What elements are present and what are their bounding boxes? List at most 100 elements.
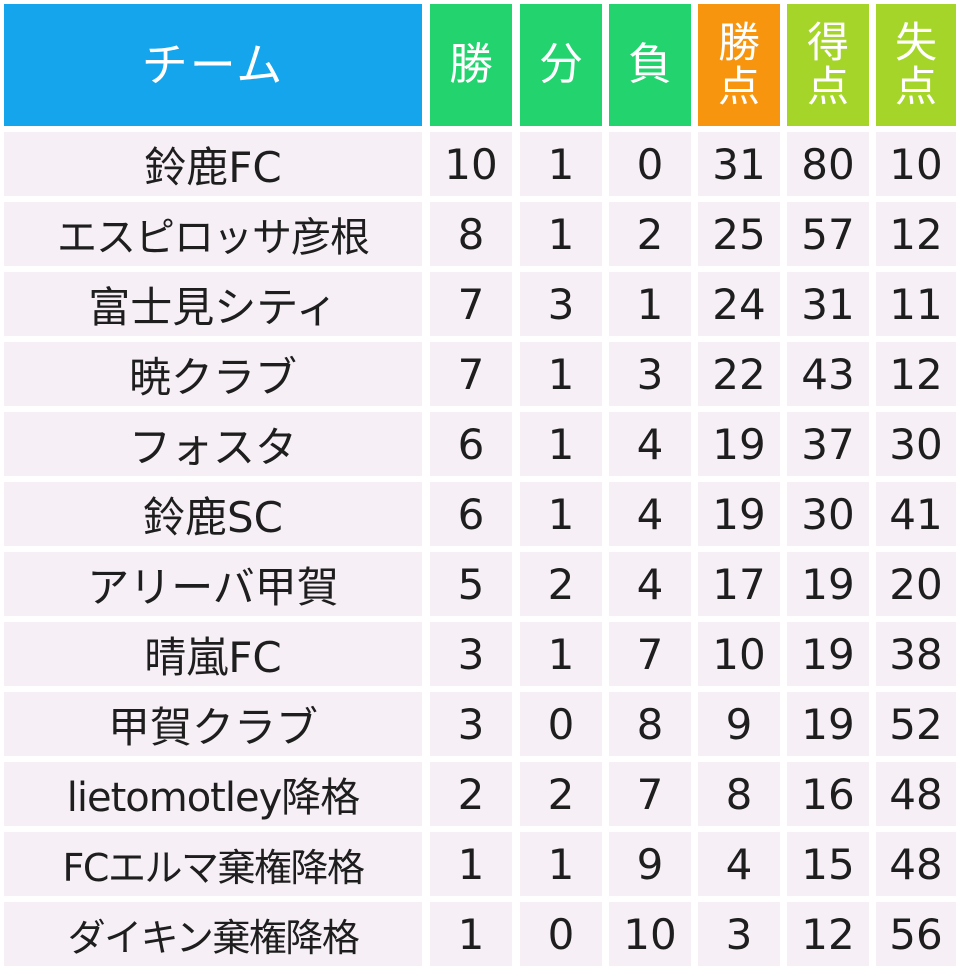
losses-cell: 4 bbox=[609, 552, 691, 616]
header-team-label: チーム bbox=[141, 37, 285, 92]
draws-cell: 2 bbox=[520, 762, 602, 826]
wins-cell: 2 bbox=[430, 762, 512, 826]
goals-against-cell: 48 bbox=[876, 762, 956, 826]
header-draws: 分 bbox=[520, 4, 602, 126]
header-points-line1: 勝 bbox=[717, 17, 760, 67]
goals-against-cell: 38 bbox=[876, 622, 956, 686]
goals-for-cell: 19 bbox=[787, 692, 869, 756]
table-row: lietomotley降格 2 2 7 8 16 48 bbox=[0, 760, 960, 830]
table-row: ダイキン棄権降格 1 0 10 3 12 56 bbox=[0, 900, 960, 970]
losses-cell: 1 bbox=[609, 272, 691, 336]
goals-against-cell: 56 bbox=[876, 902, 956, 966]
header-goals-for-line2: 点 bbox=[806, 62, 849, 111]
header-points-line2: 点 bbox=[717, 62, 760, 111]
header-goals-for: 得 点 bbox=[787, 4, 869, 126]
losses-cell: 7 bbox=[609, 622, 691, 686]
draws-cell: 1 bbox=[520, 202, 602, 266]
wins-cell: 1 bbox=[430, 832, 512, 896]
goals-against-cell: 30 bbox=[876, 412, 956, 476]
goals-for-cell: 37 bbox=[787, 412, 869, 476]
draws-cell: 2 bbox=[520, 552, 602, 616]
losses-cell: 0 bbox=[609, 132, 691, 196]
points-cell: 9 bbox=[698, 692, 780, 756]
points-cell: 19 bbox=[698, 412, 780, 476]
header-goals-against-line1: 失 bbox=[894, 17, 937, 67]
draws-cell: 1 bbox=[520, 132, 602, 196]
points-cell: 4 bbox=[698, 832, 780, 896]
goals-against-cell: 10 bbox=[876, 132, 956, 196]
header-goals-for-line1: 得 bbox=[806, 17, 849, 67]
goals-for-cell: 16 bbox=[787, 762, 869, 826]
header-points: 勝 点 bbox=[698, 4, 780, 126]
goals-for-cell: 19 bbox=[787, 622, 869, 686]
points-cell: 22 bbox=[698, 342, 780, 406]
table-row: 暁クラブ 7 1 3 22 43 12 bbox=[0, 340, 960, 410]
header-wins: 勝 bbox=[430, 4, 512, 126]
points-cell: 24 bbox=[698, 272, 780, 336]
header-goals-against: 失 点 bbox=[876, 4, 956, 126]
goals-for-cell: 31 bbox=[787, 272, 869, 336]
wins-cell: 10 bbox=[430, 132, 512, 196]
losses-cell: 8 bbox=[609, 692, 691, 756]
losses-cell: 4 bbox=[609, 412, 691, 476]
losses-cell: 10 bbox=[609, 902, 691, 966]
losses-cell: 9 bbox=[609, 832, 691, 896]
points-cell: 31 bbox=[698, 132, 780, 196]
goals-for-cell: 80 bbox=[787, 132, 869, 196]
points-cell: 17 bbox=[698, 552, 780, 616]
goals-against-cell: 11 bbox=[876, 272, 956, 336]
draws-cell: 1 bbox=[520, 622, 602, 686]
draws-cell: 0 bbox=[520, 902, 602, 966]
team-name: ダイキン棄権降格 bbox=[4, 902, 422, 966]
wins-cell: 5 bbox=[430, 552, 512, 616]
goals-for-cell: 43 bbox=[787, 342, 869, 406]
draws-cell: 1 bbox=[520, 412, 602, 476]
goals-for-cell: 30 bbox=[787, 482, 869, 546]
team-name: 暁クラブ bbox=[4, 342, 422, 406]
team-name: lietomotley降格 bbox=[4, 762, 422, 826]
goals-against-cell: 12 bbox=[876, 202, 956, 266]
goals-against-cell: 12 bbox=[876, 342, 956, 406]
wins-cell: 3 bbox=[430, 692, 512, 756]
points-cell: 25 bbox=[698, 202, 780, 266]
wins-cell: 7 bbox=[430, 272, 512, 336]
team-name: 甲賀クラブ bbox=[4, 692, 422, 756]
header-goals-against-line2: 点 bbox=[894, 62, 937, 111]
header-wins-label: 勝 bbox=[449, 38, 493, 90]
draws-cell: 1 bbox=[520, 342, 602, 406]
losses-cell: 3 bbox=[609, 342, 691, 406]
losses-cell: 4 bbox=[609, 482, 691, 546]
team-name: FCエルマ棄権降格 bbox=[4, 832, 422, 896]
wins-cell: 8 bbox=[430, 202, 512, 266]
team-name: 富士見シティ bbox=[4, 272, 422, 336]
table-row: 鈴鹿SC 6 1 4 19 30 41 bbox=[0, 480, 960, 550]
table-row: 富士見シティ 7 3 1 24 31 11 bbox=[0, 270, 960, 340]
goals-against-cell: 20 bbox=[876, 552, 956, 616]
table-row: アリーバ甲賀 5 2 4 17 19 20 bbox=[0, 550, 960, 620]
points-cell: 8 bbox=[698, 762, 780, 826]
team-name: フォスタ bbox=[4, 412, 422, 476]
draws-cell: 1 bbox=[520, 832, 602, 896]
team-name: 鈴鹿FC bbox=[4, 132, 422, 196]
team-name: アリーバ甲賀 bbox=[4, 552, 422, 616]
header-losses-label: 負 bbox=[628, 38, 672, 90]
wins-cell: 3 bbox=[430, 622, 512, 686]
header-draws-label: 分 bbox=[539, 38, 583, 90]
wins-cell: 6 bbox=[430, 482, 512, 546]
team-name: 晴嵐FC bbox=[4, 622, 422, 686]
wins-cell: 6 bbox=[430, 412, 512, 476]
draws-cell: 3 bbox=[520, 272, 602, 336]
losses-cell: 2 bbox=[609, 202, 691, 266]
header-losses: 負 bbox=[609, 4, 691, 126]
wins-cell: 7 bbox=[430, 342, 512, 406]
goals-for-cell: 15 bbox=[787, 832, 869, 896]
goals-for-cell: 12 bbox=[787, 902, 869, 966]
team-name: エスピロッサ彦根 bbox=[4, 202, 422, 266]
goals-for-cell: 19 bbox=[787, 552, 869, 616]
goals-against-cell: 48 bbox=[876, 832, 956, 896]
team-name: 鈴鹿SC bbox=[4, 482, 422, 546]
table-row: フォスタ 6 1 4 19 37 30 bbox=[0, 410, 960, 480]
points-cell: 10 bbox=[698, 622, 780, 686]
losses-cell: 7 bbox=[609, 762, 691, 826]
